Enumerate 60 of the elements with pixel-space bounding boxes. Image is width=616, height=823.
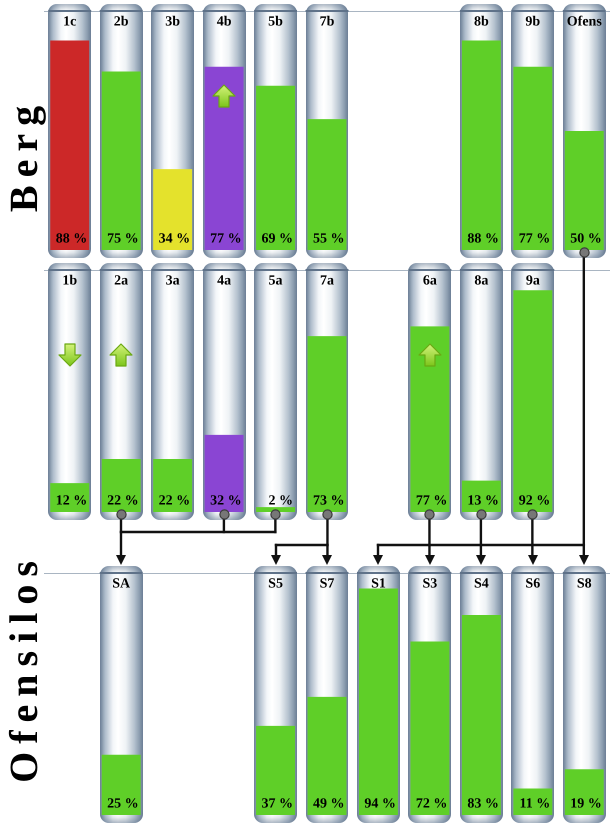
- data-label: 94 %: [364, 796, 396, 812]
- data-label: 72 %: [416, 796, 448, 812]
- data-label: 69 %: [262, 232, 294, 247]
- text: Berg: [1, 98, 46, 212]
- data-label: 73 %: [312, 494, 344, 509]
- x-tick-label: 8a: [474, 274, 488, 289]
- data-label: 12 %: [56, 494, 88, 509]
- data-label: 88 %: [56, 232, 88, 247]
- x-tick-label: 7a: [320, 274, 334, 289]
- x-tick-label: 8b: [474, 14, 489, 30]
- x-tick-label: S5: [268, 576, 283, 592]
- data-label: 92 %: [518, 494, 550, 509]
- bar: [564, 769, 604, 815]
- bar: [153, 458, 192, 512]
- data-label: 19 %: [570, 796, 602, 812]
- data-label: 50 %: [570, 232, 602, 247]
- data-label: 22 %: [107, 494, 139, 509]
- x-tick-label: 5b: [268, 14, 284, 30]
- x-tick-label: S7: [320, 576, 334, 592]
- x-tick-label: S4: [474, 576, 489, 592]
- data-label: 34 %: [158, 232, 190, 247]
- x-tick-label: 2a: [114, 274, 128, 289]
- data-label: 55 %: [312, 232, 344, 247]
- x-tick-label: Ofens: [566, 14, 602, 30]
- x-tick-label: SA: [112, 576, 132, 592]
- data-label: 22 %: [158, 494, 190, 509]
- data-label: 2 %: [268, 494, 294, 509]
- data-label: 77 %: [416, 494, 448, 509]
- data-label: 77 %: [518, 232, 550, 247]
- x-tick-label: 1b: [62, 274, 78, 289]
- x-tick-label: 4b: [216, 14, 232, 30]
- bar: [204, 434, 244, 512]
- data-label: 88 %: [467, 232, 499, 247]
- data-label: 77 %: [210, 232, 242, 247]
- data-label: 49 %: [312, 796, 344, 812]
- data-label: 83 %: [467, 796, 499, 812]
- data-label: 11 %: [520, 796, 550, 812]
- bar: [102, 458, 141, 512]
- data-label: 13 %: [467, 494, 499, 509]
- x-tick-label: S6: [525, 576, 540, 592]
- x-tick-label: 2b: [114, 14, 129, 30]
- x-tick-label: S1: [371, 576, 386, 592]
- x-tick-label: 4a: [217, 274, 232, 289]
- bar: [153, 169, 192, 250]
- data-label: 25 %: [107, 796, 139, 812]
- x-tick-label: 7b: [320, 14, 335, 30]
- data-label: 75 %: [107, 232, 139, 247]
- x-tick-label: 5a: [268, 274, 283, 289]
- x-tick-label: 1c: [63, 14, 76, 30]
- x-tick-label: 9a: [526, 274, 540, 289]
- x-tick-label: 6a: [422, 274, 437, 289]
- x-tick-label: 3a: [166, 274, 180, 289]
- bar: [102, 754, 141, 815]
- text: Ofensilos: [1, 553, 46, 783]
- x-tick-label: 9b: [525, 14, 540, 30]
- x-tick-label: 3b: [165, 14, 180, 30]
- x-tick-label: S3: [422, 576, 438, 592]
- data-label: 32 %: [210, 494, 242, 509]
- data-label: 37 %: [262, 796, 294, 812]
- x-tick-label: S8: [576, 576, 592, 592]
